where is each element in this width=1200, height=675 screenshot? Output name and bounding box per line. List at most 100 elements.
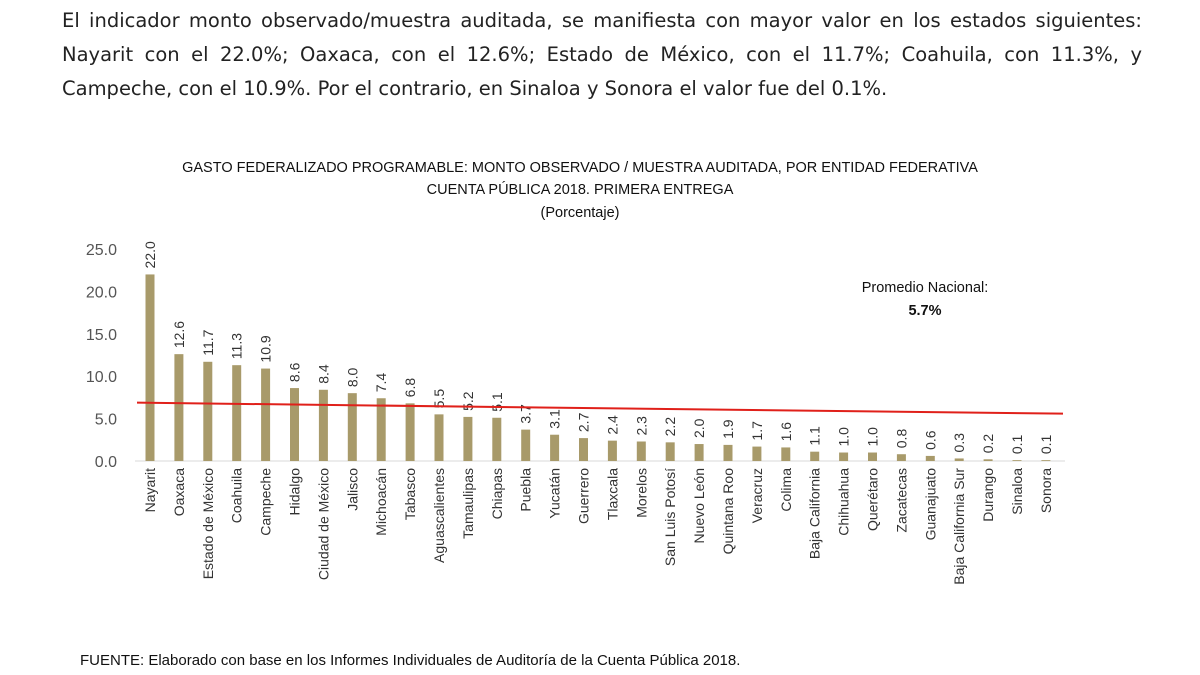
bar — [983, 459, 993, 461]
data-label: 3.7 — [518, 404, 534, 424]
bar — [954, 458, 964, 461]
average-value: 5.7% — [908, 303, 941, 319]
category-label: Ciudad de México — [315, 468, 331, 580]
bar — [694, 444, 704, 461]
data-label: 1.0 — [836, 427, 852, 447]
category-label: Yucatán — [547, 468, 563, 519]
bar — [665, 442, 675, 461]
average-line — [136, 401, 1064, 415]
category-label: Nayarit — [142, 468, 158, 512]
category-label: San Luis Potosí — [662, 468, 678, 566]
data-label: 5.2 — [460, 391, 476, 411]
bar — [347, 393, 357, 461]
category-label: Baja California Sur — [951, 468, 967, 585]
bar — [174, 354, 184, 461]
data-label: 2.2 — [662, 417, 678, 437]
bar — [839, 452, 849, 461]
bar — [290, 388, 299, 461]
category-label: Durango — [980, 468, 996, 522]
data-label: 11.7 — [200, 329, 216, 355]
data-label: 5.1 — [489, 392, 505, 412]
chart-unit: (Porcentaje) — [540, 205, 620, 221]
y-tick-label: 10.0 — [86, 369, 117, 386]
category-label: Chihuahua — [836, 468, 852, 536]
category-label: Tlaxcala — [604, 468, 620, 520]
category-label: Guanajuato — [922, 468, 938, 541]
category-label: Sonora — [1038, 468, 1054, 513]
data-label: 1.7 — [749, 421, 765, 441]
category-label: Oaxaca — [171, 468, 187, 516]
bar — [145, 274, 155, 461]
data-label: 2.7 — [576, 412, 592, 432]
average-label: Promedio Nacional: — [862, 280, 989, 296]
category-label: Coahuila — [229, 468, 245, 523]
category-label: Aguascalientes — [431, 468, 447, 563]
category-label: Morelos — [633, 468, 649, 518]
category-label: Jalisco — [344, 468, 360, 511]
category-label: Veracruz — [749, 468, 765, 523]
bar — [781, 447, 791, 461]
data-label: 2.3 — [633, 416, 649, 436]
y-tick-label: 5.0 — [95, 412, 117, 429]
data-label: 2.4 — [604, 415, 620, 435]
bar — [896, 454, 906, 461]
category-label: Estado de México — [200, 468, 216, 579]
y-tick-label: 20.0 — [86, 284, 117, 301]
category-label: Tamaulipas — [460, 468, 476, 539]
category-label: Guerrero — [576, 468, 592, 524]
data-label: 8.6 — [287, 362, 303, 382]
bar — [405, 403, 415, 461]
data-label: 8.0 — [344, 367, 360, 387]
intro-paragraph: El indicador monto observado/muestra aud… — [62, 9, 1142, 100]
bar — [868, 452, 877, 461]
bar — [1041, 460, 1051, 461]
data-label: 1.9 — [720, 419, 736, 439]
data-label: 12.6 — [171, 321, 187, 348]
data-label: 22.0 — [142, 241, 158, 268]
source-note: FUENTE: Elaborado con base en los Inform… — [80, 652, 741, 669]
category-label: Puebla — [518, 468, 534, 512]
category-label: Campeche — [258, 468, 274, 536]
data-label: 3.1 — [547, 409, 563, 429]
data-label: 10.9 — [258, 335, 274, 362]
category-label: Querétaro — [865, 468, 881, 531]
data-label: 5.5 — [431, 389, 447, 409]
data-label: 1.1 — [807, 426, 823, 446]
bar — [550, 434, 560, 461]
category-label: Sinaloa — [1009, 468, 1025, 515]
data-label: 0.6 — [922, 430, 938, 450]
category-label: Nuevo León — [691, 468, 707, 544]
data-label: 0.3 — [951, 433, 967, 453]
bar — [579, 438, 588, 461]
bar — [232, 365, 242, 461]
category-label: Colima — [778, 468, 794, 512]
bar — [261, 368, 271, 461]
category-label: Michoacán — [373, 468, 389, 536]
category-label: Zacatecas — [893, 468, 909, 533]
data-label: 8.4 — [315, 364, 331, 384]
category-label: Tabasco — [402, 468, 418, 520]
data-label: 0.8 — [893, 429, 909, 449]
bar — [203, 361, 213, 461]
bar — [463, 416, 473, 461]
category-label: Chiapas — [489, 468, 505, 519]
bar — [752, 446, 762, 461]
bar — [925, 455, 935, 461]
bar — [521, 429, 531, 461]
bar — [723, 444, 733, 461]
bar — [810, 451, 820, 461]
data-label: 1.6 — [778, 422, 794, 442]
bar — [492, 417, 502, 461]
chart-subtitle: CUENTA PÚBLICA 2018. PRIMERA ENTREGA — [426, 182, 734, 198]
bar — [434, 414, 444, 461]
data-label: 11.3 — [229, 333, 245, 359]
category-label: Quintana Roo — [720, 468, 736, 555]
y-tick-label: 15.0 — [86, 327, 117, 344]
y-tick-label: 0.0 — [95, 454, 117, 471]
bar — [607, 440, 617, 461]
data-label: 6.8 — [402, 378, 418, 398]
bar — [636, 441, 646, 461]
data-label: 0.1 — [1009, 434, 1025, 454]
data-label: 7.4 — [373, 373, 389, 393]
